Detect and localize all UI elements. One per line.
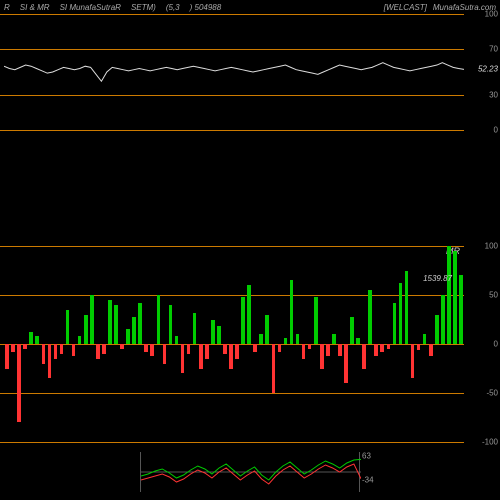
hdr-4: SETM) — [131, 3, 156, 12]
price-value: 1539.87 — [423, 274, 452, 283]
chart-header: R SI & MR SI MunafaSutraR SETM) (5,3 ) 5… — [0, 0, 500, 14]
hdr-2: SI & MR — [20, 3, 50, 12]
rsi-panel: 1007030052.23 — [0, 14, 500, 130]
hdr-5: (5,3 — [166, 3, 180, 12]
hdr-ticker: [WELCAST] — [384, 3, 427, 12]
hdr-3: SI MunafaSutraR — [60, 3, 121, 12]
oscillator-panel: 63-34 — [0, 450, 500, 494]
mr-panel: MR 100500-50-100 1539.87 — [0, 246, 500, 442]
hdr-1: R — [4, 3, 10, 12]
hdr-6: ) 504988 — [190, 3, 222, 12]
price-panel — [0, 130, 500, 246]
